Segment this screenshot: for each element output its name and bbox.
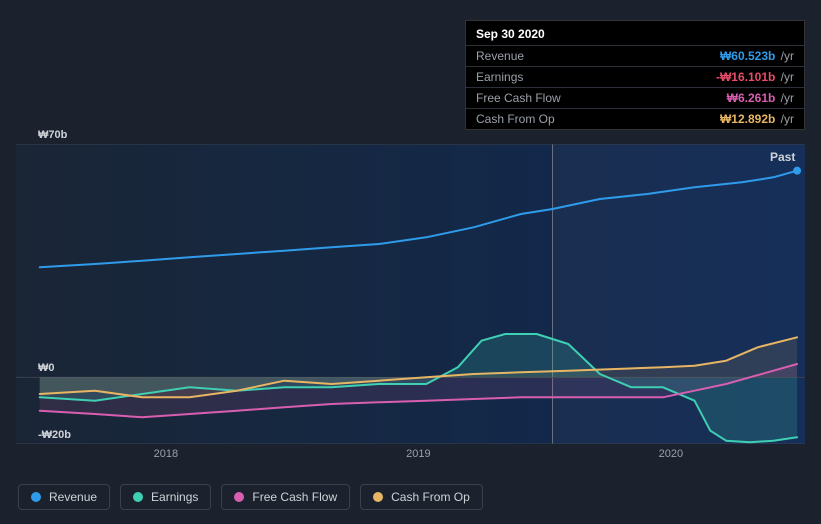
legend-label: Cash From Op [391,490,470,504]
tooltip-label: Cash From Op [476,112,555,126]
y-axis-label: -₩20b [38,429,71,441]
chart-tooltip: Sep 30 2020 Revenue ₩60.523b /yr Earnings -… [465,20,805,130]
tooltip-label: Free Cash Flow [476,91,561,105]
y-axis-label: ₩0 [38,362,55,374]
x-axis-label: 2020 [659,448,683,460]
x-axis-label: 2019 [406,448,430,460]
y-axis-label: ₩70b [38,129,67,141]
tooltip-row: Free Cash Flow ₩6.261b /yr [466,87,804,108]
chart-plot-area[interactable] [16,144,805,444]
legend-item[interactable]: Cash From Op [360,484,483,510]
chart-legend: Revenue Earnings Free Cash Flow Cash From O… [18,484,483,510]
legend-item[interactable]: Earnings [120,484,211,510]
x-axis-label: 2018 [154,448,178,460]
legend-swatch [31,492,41,502]
tooltip-value: ₩6.261b /yr [727,91,794,105]
tooltip-value: ₩60.523b /yr [720,49,794,63]
tooltip-date: Sep 30 2020 [466,21,804,45]
earnings-chart[interactable]: Past ₩70b ₩0 -₩20b 2018 2019 2020 [16,120,805,460]
tooltip-row: Cash From Op ₩12.892b /yr [466,108,804,129]
tooltip-label: Earnings [476,70,523,84]
tooltip-value: -₩16.101b /yr [716,70,794,84]
tooltip-row: Earnings -₩16.101b /yr [466,66,804,87]
chart-svg [16,144,805,444]
legend-item[interactable]: Revenue [18,484,110,510]
tooltip-row: Revenue ₩60.523b /yr [466,45,804,66]
past-label: Past [770,150,795,164]
legend-swatch [234,492,244,502]
tooltip-value: ₩12.892b /yr [720,112,794,126]
tooltip-label: Revenue [476,49,524,63]
legend-swatch [373,492,383,502]
legend-label: Free Cash Flow [252,490,337,504]
series-end-marker [793,167,801,175]
legend-item[interactable]: Free Cash Flow [221,484,350,510]
legend-label: Revenue [49,490,97,504]
legend-label: Earnings [151,490,198,504]
legend-swatch [133,492,143,502]
